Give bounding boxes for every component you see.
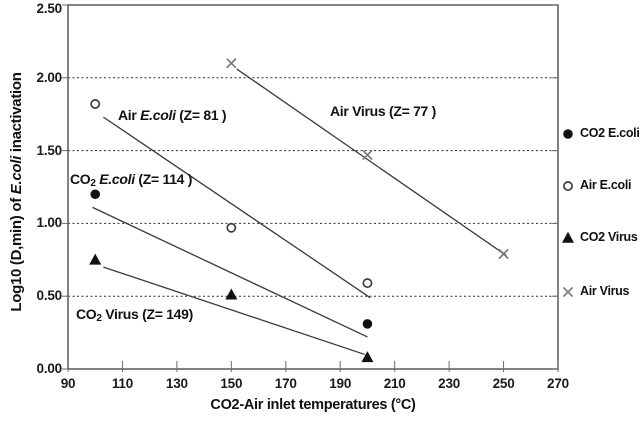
x-tick-label: 210: [383, 376, 406, 391]
y-axis-title: Log10 (D,min) of E.coli inactivation: [8, 72, 25, 311]
filled-triangle-icon: [562, 231, 574, 243]
y-tick-label: 2.50: [36, 1, 63, 16]
trendline-co2-virus: [103, 266, 365, 356]
y-tick-label: 2.00: [36, 69, 63, 85]
legend-item-co2-virus: CO2 Virus: [561, 230, 638, 244]
text-part: E.coli: [140, 107, 176, 123]
data-point-air-virus: [362, 149, 373, 161]
data-point-co2-e-coli: [90, 189, 101, 200]
data-point-co2-virus: [361, 351, 374, 363]
text-part: E.coli: [99, 171, 135, 187]
open-circle-legend-glyph: [563, 181, 573, 191]
filled-circle-legend-glyph: [563, 129, 573, 139]
data-point-air-virus: [226, 58, 237, 69]
plot-border: [67, 4, 559, 370]
x-tick-label: 110: [111, 376, 134, 391]
y-tick-label: 0.50: [36, 288, 63, 304]
filled-triangle-legend-glyph: [562, 231, 574, 243]
legend-label: Air E.coli: [580, 178, 632, 192]
text-part: E.coli: [8, 156, 25, 195]
text-part: (Z= 81 ): [175, 107, 227, 123]
open-circle-icon: [563, 181, 573, 191]
x-tick-label: 170: [274, 376, 297, 391]
x-tick-label: 270: [547, 376, 569, 391]
legend-item-air-virus: Air Virus: [561, 284, 629, 298]
legend-label: CO2 Virus: [580, 230, 638, 244]
trendline-air-e-coli: [103, 116, 371, 299]
data-point-air-e-coli: [226, 222, 237, 233]
x-axis-title: CO2-Air inlet temperatures (°C): [210, 397, 415, 413]
series-annotation: Air E.coli (Z= 81 ): [118, 107, 227, 123]
text-part: Virus (Z= 149): [101, 306, 194, 322]
x-mark-icon: [562, 286, 574, 298]
x-tick-label: 130: [165, 376, 188, 391]
y-tick-label: 1.00: [36, 215, 63, 231]
series-annotation: CO2 E.coli (Z= 114 ): [70, 171, 192, 189]
x-tick-label: 230: [438, 376, 461, 391]
data-point-air-e-coli: [362, 278, 373, 289]
text-part: CO2-Air inlet temperatures (°C): [210, 397, 416, 413]
trendline-co2-e-coli: [92, 206, 368, 338]
x-tick-label: 190: [329, 376, 352, 391]
legend-label: Air Virus: [580, 284, 630, 298]
text-part: 2: [96, 313, 102, 324]
text-part: Air Virus (Z= 77 ): [330, 103, 436, 119]
y-tick-label: 1.50: [36, 142, 63, 158]
text-part: 2: [90, 178, 96, 189]
legend-item-air-e-coli: Air E.coli: [561, 178, 631, 192]
data-point-air-virus: [498, 248, 509, 260]
data-point-co2-virus: [89, 253, 102, 265]
series-annotation: Air Virus (Z= 77 ): [330, 103, 436, 119]
x-mark-legend-glyph: [562, 286, 574, 298]
data-point-co2-virus: [225, 288, 238, 300]
filled-circle-icon: [563, 129, 573, 139]
legend-label: CO2 E.coli: [580, 126, 640, 140]
x-tick-label: 250: [492, 376, 515, 391]
x-tick-label: 90: [60, 376, 76, 391]
text-part: CO: [76, 306, 97, 322]
text-part: CO: [70, 171, 91, 187]
series-annotation: CO2 Virus (Z= 149): [76, 306, 193, 324]
legend-item-co2-e-coli: CO2 E.coli: [561, 126, 640, 140]
text-part: Air: [118, 107, 141, 123]
text-part: (Z= 114 ): [134, 171, 193, 187]
y-tick-label: 0.00: [36, 361, 63, 376]
x-tick-label: 150: [220, 376, 243, 391]
data-point-air-e-coli: [90, 99, 101, 109]
trendline-air-virus: [236, 68, 507, 256]
data-point-co2-e-coli: [362, 319, 373, 329]
